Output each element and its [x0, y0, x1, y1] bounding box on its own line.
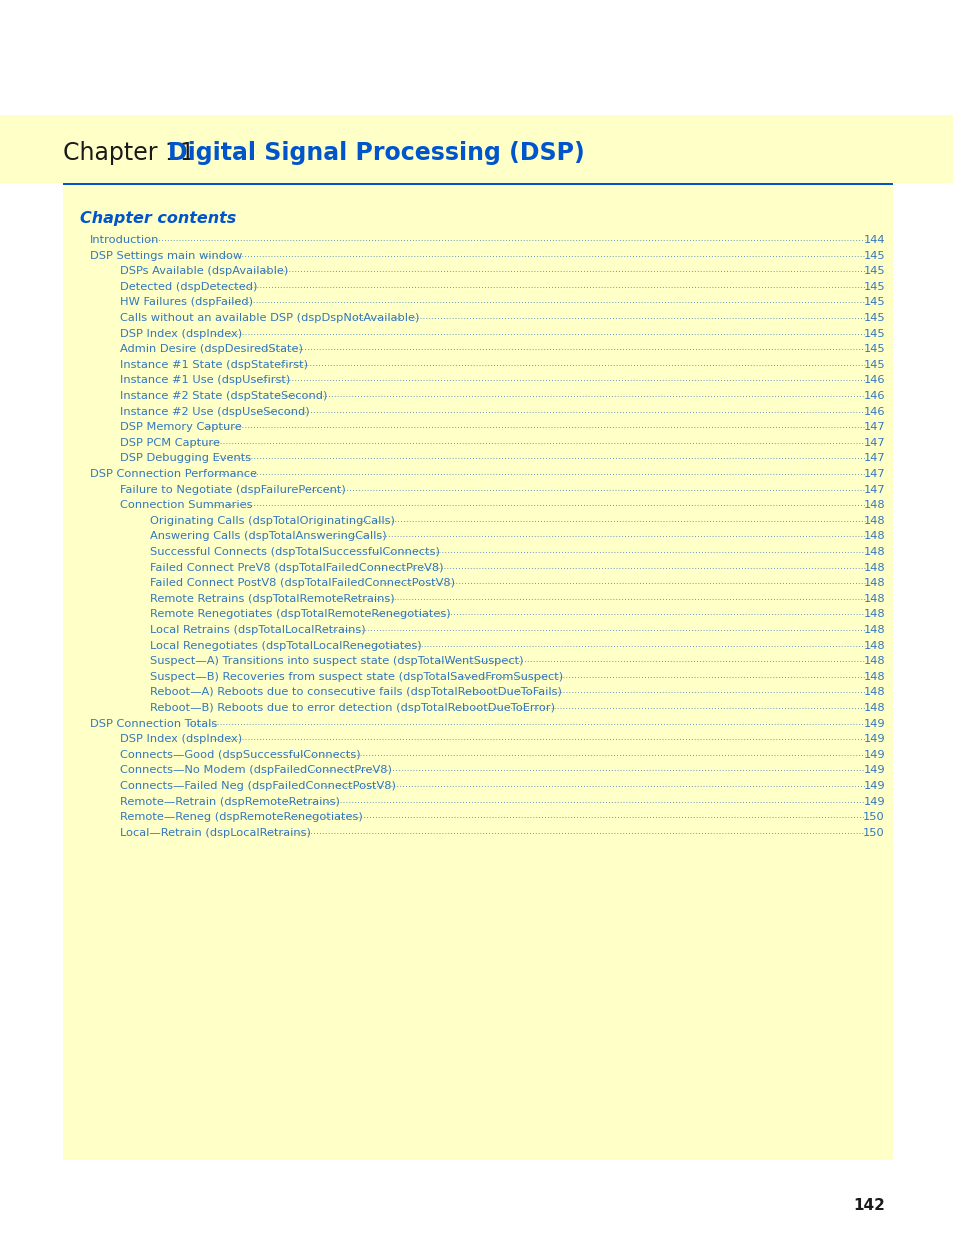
Text: DSP Index (dspIndex): DSP Index (dspIndex) [120, 329, 242, 338]
Text: Instance #1 State (dspStatefirst): Instance #1 State (dspStatefirst) [120, 359, 308, 369]
Text: Remote—Reneg (dspRemoteRenegotiates): Remote—Reneg (dspRemoteRenegotiates) [120, 813, 362, 823]
Text: Remote—Retrain (dspRemoteRetrains): Remote—Retrain (dspRemoteRetrains) [120, 797, 339, 806]
Text: Instance #1 Use (dspUsefirst): Instance #1 Use (dspUsefirst) [120, 375, 290, 385]
Text: 146: 146 [862, 391, 884, 401]
Text: 145: 145 [862, 298, 884, 308]
Text: DSP Connection Totals: DSP Connection Totals [90, 719, 217, 729]
Text: 145: 145 [862, 329, 884, 338]
Text: 148: 148 [862, 516, 884, 526]
Text: Reboot—B) Reboots due to error detection (dspTotalRebootDueToError): Reboot—B) Reboots due to error detection… [150, 703, 555, 713]
Text: Chapter contents: Chapter contents [80, 210, 236, 226]
Text: 148: 148 [862, 641, 884, 651]
Text: Suspect—B) Recoveries from suspect state (dspTotalSavedFromSuspect): Suspect—B) Recoveries from suspect state… [150, 672, 562, 682]
Text: 148: 148 [862, 547, 884, 557]
Text: Admin Desire (dspDesiredState): Admin Desire (dspDesiredState) [120, 345, 302, 354]
Text: 145: 145 [862, 251, 884, 261]
Text: 148: 148 [862, 563, 884, 573]
Text: 148: 148 [862, 500, 884, 510]
Text: DSP Connection Performance: DSP Connection Performance [90, 469, 256, 479]
Text: DSPs Available (dspAvailable): DSPs Available (dspAvailable) [120, 267, 288, 277]
Text: DSP Index (dspIndex): DSP Index (dspIndex) [120, 734, 242, 745]
Text: Remote Retrains (dspTotalRemoteRetrains): Remote Retrains (dspTotalRemoteRetrains) [150, 594, 395, 604]
Text: 148: 148 [862, 656, 884, 666]
Text: 146: 146 [862, 375, 884, 385]
Text: 148: 148 [862, 531, 884, 541]
Bar [0, 115, 953, 183]
Text: Instance #2 Use (dspUseSecond): Instance #2 Use (dspUseSecond) [120, 406, 310, 416]
Text: Connects—Failed Neg (dspFailedConnectPostV8): Connects—Failed Neg (dspFailedConnectPos… [120, 781, 395, 790]
Text: Instance #2 State (dspStateSecond): Instance #2 State (dspStateSecond) [120, 391, 327, 401]
Text: 150: 150 [862, 827, 884, 837]
Text: Local—Retrain (dspLocalRetrains): Local—Retrain (dspLocalRetrains) [120, 827, 311, 837]
Text: Local Retrains (dspTotalLocalRetrains): Local Retrains (dspTotalLocalRetrains) [150, 625, 365, 635]
Text: 146: 146 [862, 406, 884, 416]
Text: 145: 145 [862, 312, 884, 324]
Text: 148: 148 [862, 688, 884, 698]
Text: 147: 147 [862, 469, 884, 479]
Text: 145: 145 [862, 359, 884, 369]
Text: 142: 142 [852, 1198, 884, 1213]
Text: 149: 149 [862, 734, 884, 745]
Text: 148: 148 [862, 625, 884, 635]
Text: Failed Connect PostV8 (dspTotalFailedConnectPostV8): Failed Connect PostV8 (dspTotalFailedCon… [150, 578, 455, 588]
Text: Digital Signal Processing (DSP): Digital Signal Processing (DSP) [168, 141, 584, 165]
Text: 150: 150 [862, 813, 884, 823]
Text: Detected (dspDetected): Detected (dspDetected) [120, 282, 257, 291]
Text: 148: 148 [862, 609, 884, 620]
Text: Successful Connects (dspTotalSuccessfulConnects): Successful Connects (dspTotalSuccessfulC… [150, 547, 439, 557]
Text: Local Renegotiates (dspTotalLocalRenegotiates): Local Renegotiates (dspTotalLocalRenegot… [150, 641, 421, 651]
Text: DSP PCM Capture: DSP PCM Capture [120, 437, 220, 448]
Text: Answering Calls (dspTotalAnsweringCalls): Answering Calls (dspTotalAnsweringCalls) [150, 531, 386, 541]
Text: 149: 149 [862, 719, 884, 729]
Text: Connection Summaries: Connection Summaries [120, 500, 253, 510]
Text: 148: 148 [862, 672, 884, 682]
Text: Connects—No Modem (dspFailedConnectPreV8): Connects—No Modem (dspFailedConnectPreV8… [120, 766, 392, 776]
Text: 147: 147 [862, 422, 884, 432]
Bar [63, 183, 892, 185]
Text: 147: 147 [862, 437, 884, 448]
Text: Remote Renegotiates (dspTotalRemoteRenegotiates): Remote Renegotiates (dspTotalRemoteReneg… [150, 609, 450, 620]
Text: 147: 147 [862, 453, 884, 463]
Text: 148: 148 [862, 703, 884, 713]
Text: Introduction: Introduction [90, 235, 159, 245]
Text: 145: 145 [862, 345, 884, 354]
Text: Chapter 11: Chapter 11 [63, 141, 210, 165]
Text: HW Failures (dspFailed): HW Failures (dspFailed) [120, 298, 253, 308]
Text: Failure to Negotiate (dspFailurePercent): Failure to Negotiate (dspFailurePercent) [120, 484, 345, 494]
Text: Connects—Good (dspSuccessfulConnects): Connects—Good (dspSuccessfulConnects) [120, 750, 360, 760]
Text: 145: 145 [862, 282, 884, 291]
Text: DSP Settings main window: DSP Settings main window [90, 251, 242, 261]
Text: 148: 148 [862, 594, 884, 604]
Text: 148: 148 [862, 578, 884, 588]
Text: 145: 145 [862, 267, 884, 277]
Text: 147: 147 [862, 484, 884, 494]
Text: Reboot—A) Reboots due to consecutive fails (dspTotalRebootDueToFails): Reboot—A) Reboots due to consecutive fai… [150, 688, 561, 698]
Text: DSP Debugging Events: DSP Debugging Events [120, 453, 251, 463]
Text: 144: 144 [862, 235, 884, 245]
Text: Calls without an available DSP (dspDspNotAvailable): Calls without an available DSP (dspDspNo… [120, 312, 419, 324]
Text: Failed Connect PreV8 (dspTotalFailedConnectPreV8): Failed Connect PreV8 (dspTotalFailedConn… [150, 563, 443, 573]
Text: DSP Memory Capture: DSP Memory Capture [120, 422, 241, 432]
Text: 149: 149 [862, 797, 884, 806]
Text: 149: 149 [862, 781, 884, 790]
Text: 149: 149 [862, 750, 884, 760]
Text: Originating Calls (dspTotalOriginatingCalls): Originating Calls (dspTotalOriginatingCa… [150, 516, 395, 526]
Text: 149: 149 [862, 766, 884, 776]
Bar [63, 185, 892, 1160]
Text: Suspect—A) Transitions into suspect state (dspTotalWentSuspect): Suspect—A) Transitions into suspect stat… [150, 656, 523, 666]
